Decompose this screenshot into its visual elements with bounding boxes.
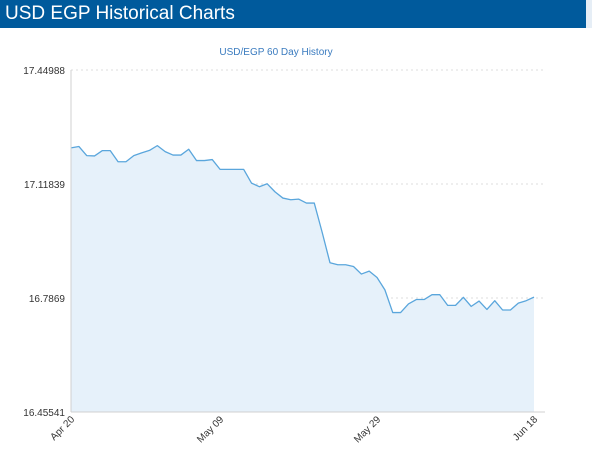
y-tick-label: 17.44988 (23, 66, 65, 77)
y-tick-label: 16.7869 (29, 294, 66, 305)
x-tick-label: May 09 (195, 414, 226, 445)
price-chart: USD/EGP 60 Day History 17.4498817.118391… (23, 47, 545, 445)
page-header: USD EGP Historical Charts (0, 0, 598, 28)
x-tick-label: May 29 (352, 414, 383, 445)
area-layer (70, 144, 535, 412)
header-accent (586, 0, 592, 28)
page-title: USD EGP Historical Charts (5, 3, 235, 24)
chart-title: USD/EGP 60 Day History (219, 47, 332, 58)
y-axis-ticks: 17.44988 17.11839 16.7869 16.45541 (23, 66, 65, 419)
x-axis-ticks: Apr 20 May 09 May 29 Jun 18 (49, 414, 541, 445)
y-tick-label: 17.11839 (24, 180, 65, 191)
x-tick-label: Jun 18 (511, 414, 540, 443)
series-line (70, 144, 535, 314)
axis-layer (70, 70, 545, 413)
y-tick-label: 16.45541 (23, 408, 65, 419)
series-area (71, 145, 534, 412)
